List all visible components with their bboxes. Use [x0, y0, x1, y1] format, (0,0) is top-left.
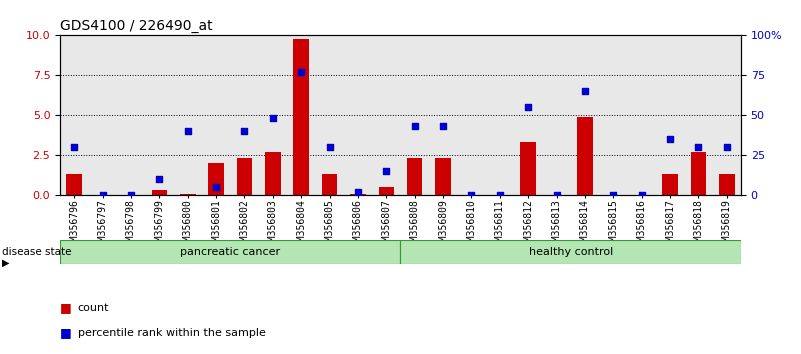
Bar [151, 190, 167, 195]
Point [663, 136, 676, 142]
Bar [259, 35, 287, 195]
Text: ■: ■ [60, 326, 72, 339]
Bar [514, 35, 542, 195]
Bar [293, 39, 309, 195]
Point [153, 176, 166, 182]
Bar [577, 116, 593, 195]
Point [550, 192, 563, 198]
Bar [713, 35, 741, 195]
Point [295, 69, 308, 75]
Bar [719, 174, 735, 195]
Text: pancreatic cancer: pancreatic cancer [180, 247, 280, 257]
Bar [542, 35, 570, 195]
Point [409, 123, 421, 129]
Bar [66, 174, 82, 195]
Bar [656, 35, 684, 195]
Point [720, 144, 733, 150]
Point [578, 88, 591, 94]
Bar [599, 35, 627, 195]
Text: ▶: ▶ [2, 258, 9, 268]
Bar [372, 35, 400, 195]
Point [493, 192, 506, 198]
Text: disease state: disease state [2, 247, 71, 257]
Bar [236, 158, 252, 195]
Bar [180, 194, 195, 195]
Bar [429, 35, 457, 195]
Bar [344, 35, 372, 195]
Point [238, 128, 251, 134]
Text: count: count [78, 303, 109, 313]
Point [521, 104, 534, 110]
Bar [265, 152, 280, 195]
Bar [570, 35, 599, 195]
Point [323, 144, 336, 150]
Point [635, 192, 648, 198]
Point [210, 184, 223, 190]
Bar [684, 35, 713, 195]
Bar [174, 35, 202, 195]
Bar [60, 240, 400, 264]
Point [352, 189, 364, 194]
Bar [208, 163, 224, 195]
Text: healthy control: healthy control [529, 247, 613, 257]
Bar [379, 187, 394, 195]
Bar [690, 152, 706, 195]
Point [607, 192, 620, 198]
Bar [435, 158, 451, 195]
Bar [231, 35, 259, 195]
Bar [117, 35, 145, 195]
Point [465, 192, 478, 198]
Point [437, 123, 449, 129]
Bar [316, 35, 344, 195]
Bar [400, 240, 741, 264]
Bar [662, 174, 678, 195]
Bar [287, 35, 316, 195]
Bar [350, 194, 366, 195]
Bar [322, 174, 337, 195]
Bar [60, 35, 88, 195]
Bar [521, 142, 536, 195]
Text: percentile rank within the sample: percentile rank within the sample [78, 328, 266, 338]
Bar [400, 35, 429, 195]
Bar [485, 35, 514, 195]
Point [96, 192, 109, 198]
Bar [407, 158, 422, 195]
Point [267, 115, 280, 121]
Bar [145, 35, 174, 195]
Text: ■: ■ [60, 302, 72, 314]
Text: GDS4100 / 226490_at: GDS4100 / 226490_at [60, 19, 213, 33]
Point [181, 128, 194, 134]
Point [68, 144, 81, 150]
Point [692, 144, 705, 150]
Bar [88, 35, 117, 195]
Point [380, 168, 392, 173]
Bar [627, 35, 656, 195]
Point [125, 192, 138, 198]
Bar [202, 35, 231, 195]
Bar [457, 35, 485, 195]
